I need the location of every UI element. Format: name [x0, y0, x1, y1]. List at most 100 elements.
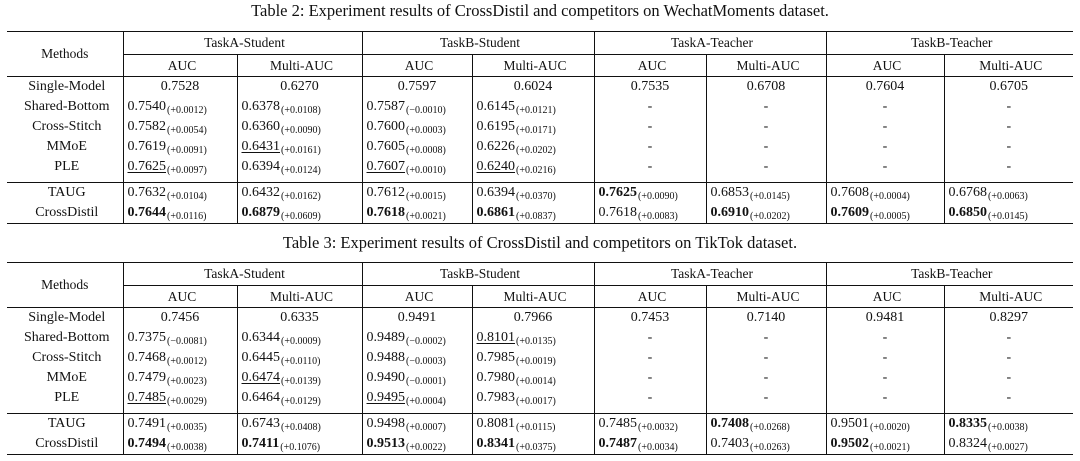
score-delta: (+0.0007): [406, 421, 446, 433]
result-cell: 0.7479(+0.0023): [122, 367, 237, 388]
score-value: 0.7608: [830, 184, 870, 200]
result-cell: 0.7528: [122, 76, 237, 97]
score-delta: (+0.0017): [516, 395, 556, 407]
score-delta: (+0.0038): [167, 441, 207, 453]
score-value: 0.7540: [127, 98, 167, 114]
subheader: Multi-AUC: [471, 54, 595, 77]
table2-body: Single-Model 0.7528 0.6270 0.7597 0.6024 0.75…: [7, 76, 1074, 224]
result-cell: 0.9498(+0.0007): [361, 413, 473, 434]
score-value: 0.8341: [476, 435, 516, 451]
score-value: 0.7607: [366, 158, 406, 174]
method-name: Shared-Bottom: [23, 330, 110, 345]
method-name: MMoE: [46, 370, 87, 385]
score-delta: (+0.0116): [167, 210, 207, 222]
score-delta: (−0.0002): [406, 335, 446, 347]
subheader: Multi-AUC: [236, 285, 363, 308]
score-value: 0.6344: [241, 329, 281, 345]
score-value: 0.9481: [865, 310, 905, 326]
method-name: PLE: [54, 390, 80, 405]
result-cell: -: [593, 136, 707, 157]
result-cell: 0.7600(+0.0003): [361, 116, 473, 137]
result-cell: 0.7487(+0.0034): [593, 433, 707, 455]
score-delta: (+0.0216): [516, 164, 556, 176]
result-cell: 0.9501(+0.0020): [825, 413, 945, 434]
result-cell: 0.6910(+0.0202): [705, 202, 827, 224]
result-cell: 0.7985(+0.0019): [471, 347, 595, 368]
result-cell: 0.6024: [471, 76, 595, 97]
score-value: 0.7453: [630, 310, 670, 326]
score-value: 0.8081: [476, 415, 516, 431]
result-cell: 0.7632(+0.0104): [122, 182, 237, 203]
result-cell: 0.7604: [825, 76, 945, 97]
result-cell: 0.6431(+0.0161): [236, 136, 363, 157]
result-cell: -: [943, 387, 1074, 408]
score-value: -: [647, 330, 653, 345]
result-cell: 0.6432(+0.0162): [236, 182, 363, 203]
result-cell: -: [593, 327, 707, 348]
subheader: Multi-AUC: [236, 54, 363, 77]
score-value: -: [647, 139, 653, 154]
result-cell: -: [825, 387, 945, 408]
result-cell: 0.8324(+0.0027): [943, 433, 1074, 455]
score-value: 0.6910: [710, 204, 750, 220]
score-value: -: [882, 330, 888, 345]
score-value: -: [1006, 119, 1012, 134]
score-value: 0.6474: [241, 369, 281, 385]
result-cell: 0.6344(+0.0009): [236, 327, 363, 348]
score-value: 0.7487: [598, 435, 638, 451]
score-value: 0.9489: [366, 329, 406, 345]
score-delta: (+0.0014): [516, 375, 556, 387]
score-value: 0.7625: [127, 158, 167, 174]
result-cell: -: [943, 96, 1074, 117]
score-delta: (+0.1076): [280, 441, 321, 453]
table3-body: Single-Model 0.7456 0.6335 0.9491 0.7966 0.74…: [7, 307, 1074, 455]
result-cell: 0.7644(+0.0116): [122, 202, 237, 224]
group-header: TaskB-Student: [361, 262, 595, 286]
score-value: 0.9498: [366, 415, 406, 431]
result-cell: 0.6464(+0.0129): [236, 387, 363, 408]
result-cell: 0.8341(+0.0375): [471, 433, 595, 455]
table-row: Shared-Bottom 0.7540(+0.0012) 0.6378(+0.01…: [7, 96, 1074, 117]
score-value: -: [882, 119, 888, 134]
score-delta: (+0.0408): [281, 421, 321, 433]
result-cell: 0.7411(+0.1076): [236, 433, 363, 455]
subheader: Multi-AUC: [705, 285, 827, 308]
score-value: 0.8297: [989, 310, 1029, 326]
subheader: Multi-AUC: [943, 285, 1074, 308]
result-cell: 0.7619(+0.0091): [122, 136, 237, 157]
result-cell: 0.9495(+0.0004): [361, 387, 473, 408]
result-cell: -: [825, 136, 945, 157]
result-cell: 0.7597: [361, 76, 473, 97]
score-value: 0.6270: [280, 79, 319, 95]
score-value: -: [882, 390, 888, 405]
result-cell: 0.6853(+0.0145): [705, 182, 827, 203]
result-cell: 0.6850(+0.0145): [943, 202, 1074, 224]
method-name: TAUG: [47, 416, 86, 431]
score-value: 0.6708: [746, 79, 786, 95]
subheader: AUC: [122, 54, 237, 77]
group-header: TaskB-Teacher: [825, 31, 1074, 55]
score-value: 0.6861: [476, 204, 516, 220]
score-value: 0.7612: [366, 184, 406, 200]
result-cell: 0.7403(+0.0263): [705, 433, 827, 455]
method-name: Cross-Stitch: [32, 119, 102, 134]
result-cell: -: [593, 156, 707, 177]
score-delta: (+0.0090): [281, 124, 321, 136]
score-value: -: [1006, 139, 1012, 154]
score-value: -: [647, 350, 653, 365]
result-cell: -: [705, 347, 827, 368]
score-value: 0.9502: [830, 435, 870, 451]
result-cell: 0.7582(+0.0054): [122, 116, 237, 137]
score-delta: (+0.0012): [167, 104, 207, 116]
result-cell: -: [943, 156, 1074, 177]
result-cell: -: [825, 156, 945, 177]
score-value: 0.7479: [127, 369, 167, 385]
subheader: AUC: [593, 285, 707, 308]
score-delta: (+0.0370): [516, 190, 556, 202]
score-delta: (+0.0162): [281, 190, 321, 202]
score-delta: (+0.0019): [516, 355, 556, 367]
score-delta: (+0.0161): [281, 144, 321, 156]
result-cell: -: [825, 116, 945, 137]
subheader: AUC: [361, 285, 473, 308]
